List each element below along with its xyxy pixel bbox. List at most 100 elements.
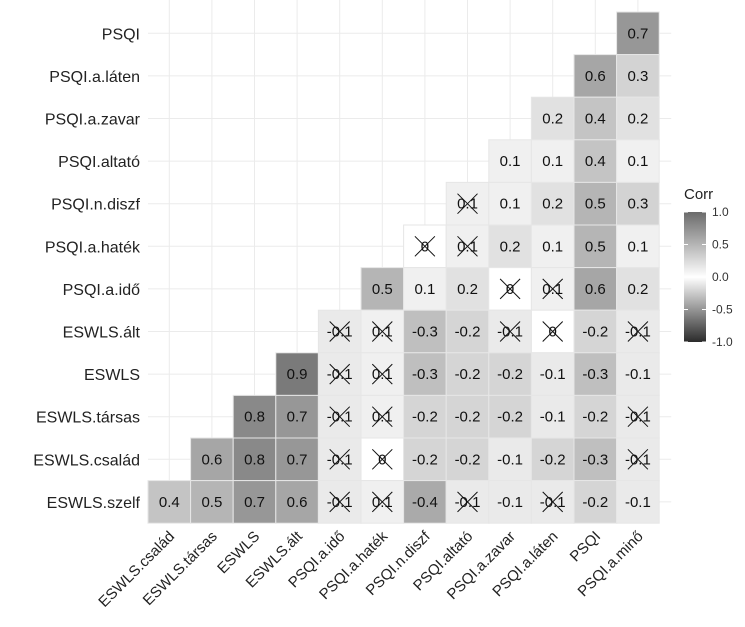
y-axis-tick-label: ESWLS.szelf — [47, 495, 141, 512]
insignificant-cross-mark — [414, 235, 436, 257]
y-axis-tick-label: ESWLS.társas — [36, 410, 140, 427]
insignificant-cross-mark — [371, 448, 393, 470]
cell-value-label: 0.2 — [542, 196, 563, 213]
cell-value-label: 0.5 — [372, 281, 393, 298]
y-axis-tick-label: PSQI.a.idő — [63, 282, 140, 299]
insignificant-cross-mark — [329, 491, 351, 513]
insignificant-cross-mark — [329, 363, 351, 385]
cell-value-label: 0.1 — [500, 196, 521, 213]
heatmap-cell — [190, 480, 234, 524]
cell-value-label: -0.3 — [582, 366, 608, 383]
heatmap-cell — [488, 437, 532, 482]
heatmap-cell — [530, 394, 575, 439]
heatmap-cell — [616, 54, 660, 98]
insignificant-cross-mark — [371, 406, 393, 428]
y-axis-labels: PSQI PSQI.a.láten PSQI.a.zavar PSQI.altató P… — [33, 26, 141, 512]
cell-value-label: 0.4 — [585, 153, 606, 170]
legend: Corr 1.0 0.5 0.0 -0.5 -1.0 — [684, 186, 733, 349]
cell-value-label: 0.2 — [500, 238, 521, 255]
heatmap-cell — [530, 437, 575, 482]
heatmap-cell — [530, 139, 575, 183]
insignificant-cross-mark — [329, 406, 351, 428]
x-axis-tick-label: ESWLS.család — [95, 528, 178, 611]
cell-value-label: -0.1 — [540, 409, 566, 426]
heatmap-cell — [573, 139, 618, 183]
insignificant-cross-mark — [627, 448, 649, 470]
heatmap-cell — [445, 437, 490, 482]
cell-value-label: 0.6 — [201, 451, 222, 468]
heatmap-cell — [445, 394, 490, 439]
cell-value-label: -0.2 — [540, 451, 566, 468]
heatmap-cell — [403, 394, 447, 439]
heatmap-cell — [403, 352, 447, 396]
cell-value-label: 0.6 — [585, 68, 606, 85]
cell-value-label: -0.3 — [582, 451, 608, 468]
heatmap-cell — [616, 352, 660, 396]
cell-value-label: 0.2 — [542, 111, 563, 128]
insignificant-cross-mark — [371, 321, 393, 342]
legend-title: Corr — [684, 186, 713, 203]
cell-value-label: -0.1 — [625, 366, 651, 383]
heatmap-cell — [488, 139, 532, 183]
insignificant-cross-mark — [542, 278, 564, 300]
heatmap-cell — [190, 437, 234, 482]
y-axis-tick-label: PSQI.a.zavar — [45, 112, 141, 129]
heatmap-cell — [275, 480, 319, 524]
heatmap-cell — [488, 394, 532, 439]
cell-value-label: 0.1 — [542, 238, 563, 255]
heatmap-cell — [232, 394, 277, 439]
cell-value-label: 0.1 — [627, 153, 648, 170]
heatmap-cell — [573, 54, 618, 98]
cell-value-label: 0.3 — [627, 196, 648, 213]
heatmap-cell — [360, 267, 405, 311]
legend-tick-label: -1.0 — [712, 335, 733, 349]
heatmap-cell — [403, 437, 447, 482]
heatmap-cells: 0.7 0.6 0.3 0.2 0.4 0.2 0.1 0.1 0.4 0.1 0.1 0.1 0.2 0… — [147, 11, 660, 524]
heatmap-cell — [573, 267, 618, 311]
cell-value-label: -0.2 — [412, 451, 438, 468]
x-axis-tick-label: ESWLS.társas — [140, 528, 221, 609]
cell-value-label: -0.2 — [455, 409, 481, 426]
y-axis-tick-label: PSQI — [102, 26, 140, 43]
cell-value-label: -0.2 — [497, 366, 523, 383]
y-axis-tick-label: PSQI.n.diszf — [51, 197, 140, 214]
heatmap-cell — [403, 480, 447, 524]
cell-value-label: -0.2 — [582, 409, 608, 426]
insignificant-cross-mark — [627, 321, 649, 342]
cell-value-label: 0.7 — [627, 25, 648, 42]
heatmap-cell — [616, 480, 660, 524]
cell-value-label: 0.4 — [585, 111, 606, 128]
insignificant-cross-mark — [499, 278, 521, 300]
cell-value-label: 0.2 — [627, 111, 648, 128]
heatmap-cell — [488, 480, 532, 524]
x-axis-tick-label: PSQI — [567, 528, 604, 565]
cell-value-label: 0.1 — [627, 238, 648, 255]
heatmap-cell — [616, 181, 660, 226]
heatmap-cell — [530, 181, 575, 226]
cell-value-label: 0.1 — [500, 153, 521, 170]
insignificant-cross-mark — [329, 448, 351, 470]
insignificant-cross-mark — [371, 491, 393, 513]
cell-value-label: 0.7 — [244, 494, 265, 511]
cell-value-label: -0.2 — [412, 409, 438, 426]
cell-value-label: -0.1 — [625, 494, 651, 511]
cell-value-label: -0.1 — [540, 366, 566, 383]
cell-value-label: 0.1 — [414, 281, 435, 298]
cell-value-label: 0.4 — [159, 494, 180, 511]
heatmap-cell — [616, 11, 660, 56]
heatmap-cell — [530, 224, 575, 269]
legend-tick-label: -0.5 — [712, 303, 733, 317]
cell-value-label: 0.6 — [585, 281, 606, 298]
y-axis-tick-label: PSQI.a.láten — [49, 69, 140, 86]
insignificant-cross-mark — [499, 321, 521, 342]
insignificant-cross-mark — [627, 406, 649, 428]
cell-value-label: 0.8 — [244, 451, 265, 468]
cell-value-label: 0.2 — [627, 281, 648, 298]
cell-value-label: -0.3 — [412, 324, 438, 341]
insignificant-cross-mark — [457, 193, 478, 215]
cell-value-label: 0.7 — [287, 451, 308, 468]
legend-tick-label: 0.5 — [712, 238, 729, 252]
cell-value-label: 0.7 — [287, 409, 308, 426]
cell-value-label: -0.2 — [582, 494, 608, 511]
cell-value-label: -0.1 — [497, 451, 523, 468]
